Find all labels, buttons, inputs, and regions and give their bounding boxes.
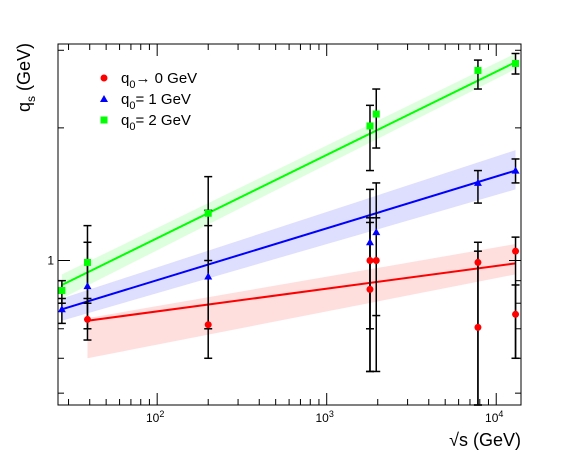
data-markers bbox=[57, 59, 520, 331]
data-point bbox=[512, 310, 520, 318]
legend-label: q0= 2 GeV bbox=[121, 112, 191, 133]
fit-line-0 bbox=[87, 262, 516, 322]
data-point bbox=[473, 178, 482, 186]
data-point bbox=[474, 66, 482, 74]
data-point bbox=[372, 110, 380, 118]
y-axis-title-rest: (GeV) bbox=[14, 43, 34, 96]
axis-ticks: 102 103 104 1 bbox=[47, 44, 521, 425]
legend-marker bbox=[100, 74, 108, 82]
data-point bbox=[372, 228, 381, 236]
data-point bbox=[372, 257, 380, 265]
data-point bbox=[204, 321, 212, 329]
data-point bbox=[365, 238, 374, 246]
data-point bbox=[366, 257, 374, 265]
data-point bbox=[204, 272, 213, 280]
uncertainty-band-0 bbox=[87, 244, 516, 359]
y-axis-title-base: q bbox=[14, 102, 34, 112]
y-axis-title: qs (GeV) bbox=[14, 43, 38, 112]
uncertainty-band-2 bbox=[61, 53, 516, 299]
y-tick-label: 1 bbox=[47, 254, 54, 268]
data-point bbox=[474, 258, 482, 266]
legend-marker bbox=[100, 95, 108, 102]
fit-line-2 bbox=[61, 61, 516, 286]
fit-lines bbox=[61, 61, 516, 322]
data-point bbox=[83, 315, 91, 323]
data-point bbox=[474, 323, 482, 331]
uncertainty-band-1 bbox=[61, 150, 516, 321]
data-point bbox=[83, 282, 92, 290]
data-point bbox=[57, 305, 66, 313]
data-point bbox=[366, 122, 374, 130]
x-tick-label: 102 bbox=[146, 409, 164, 425]
data-point bbox=[58, 286, 66, 294]
x-tick-label: 103 bbox=[316, 409, 334, 425]
fit-line-1 bbox=[61, 169, 516, 311]
legend-label: q0= 1 GeV bbox=[121, 91, 191, 112]
data-point bbox=[512, 59, 520, 67]
legend-marker bbox=[100, 116, 108, 124]
legend-label: q0→ 0 GeV bbox=[121, 70, 197, 91]
data-point bbox=[366, 285, 374, 293]
data-point bbox=[512, 247, 520, 255]
data-point bbox=[511, 166, 520, 174]
data-point bbox=[204, 209, 212, 217]
y-axis-title-sub: s bbox=[24, 96, 38, 102]
uncertainty-bands bbox=[61, 53, 516, 359]
x-axis-title: √s (GeV) bbox=[449, 430, 521, 450]
data-point bbox=[83, 258, 91, 266]
x-tick-label: 104 bbox=[485, 409, 503, 425]
